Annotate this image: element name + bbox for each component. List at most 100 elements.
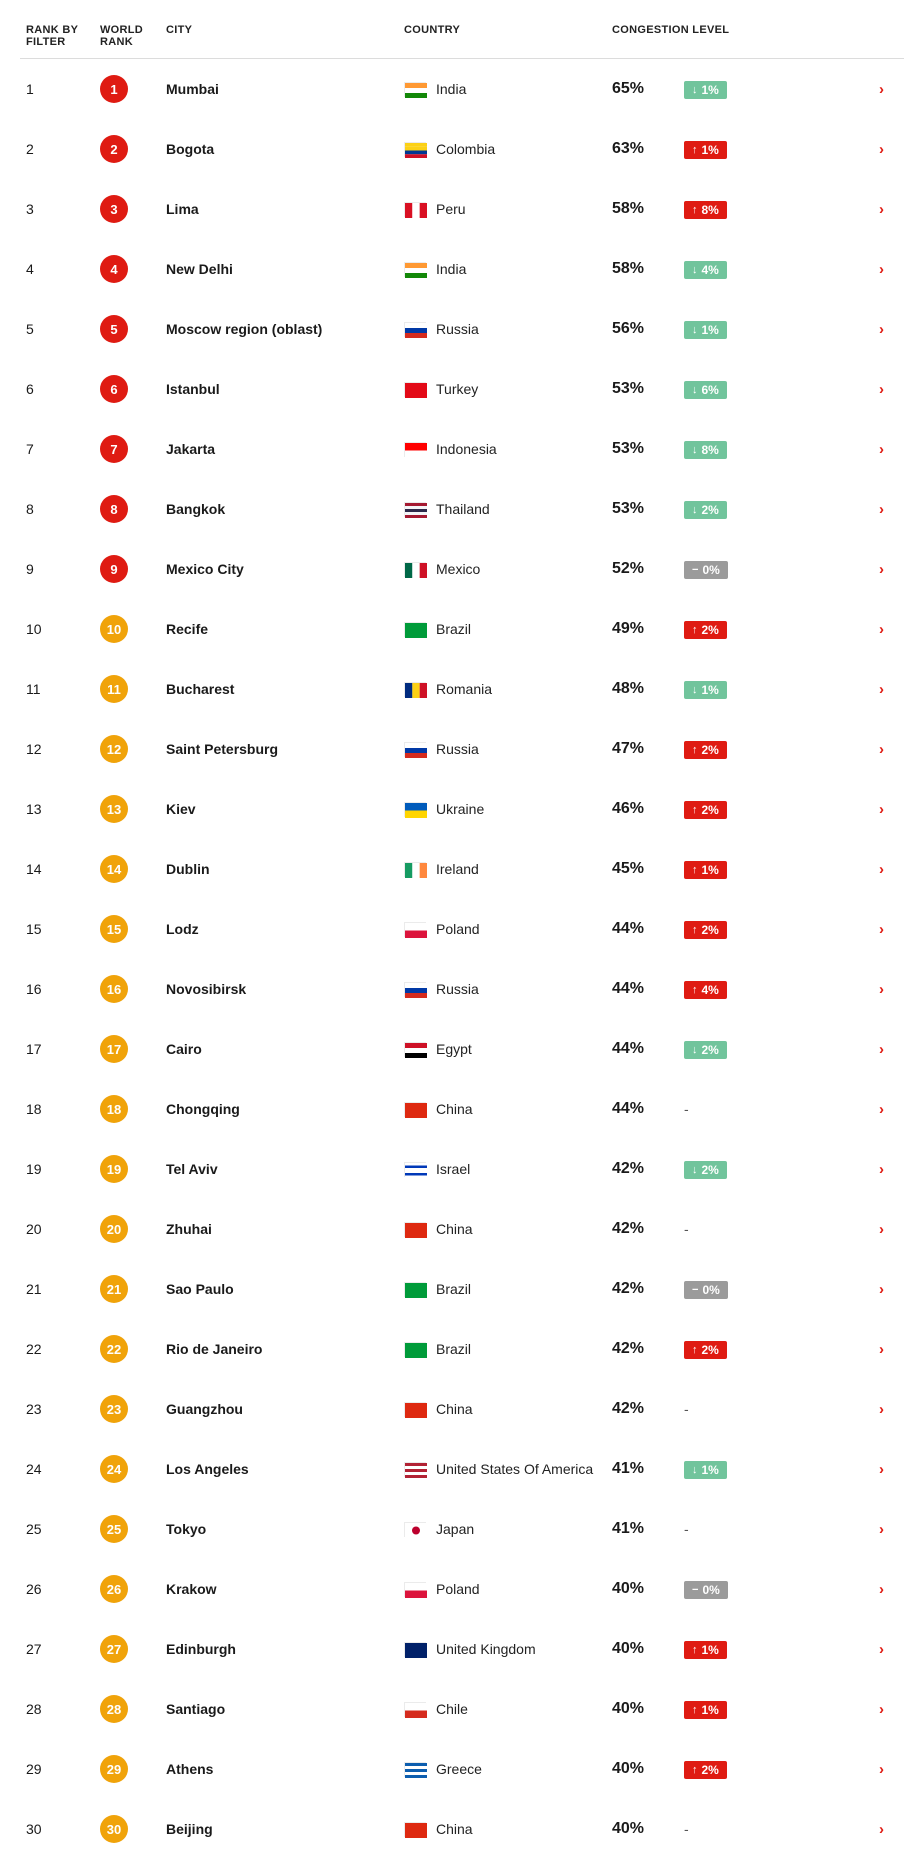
table-row[interactable]: 26 26 Krakow Poland 40% − 0% › xyxy=(20,1559,904,1619)
table-row[interactable]: 27 27 Edinburgh United Kingdom 40% ↑ 1% … xyxy=(20,1619,904,1679)
chevron-right-icon[interactable]: › xyxy=(879,741,884,758)
chevron-right-icon[interactable]: › xyxy=(879,801,884,818)
expand-cell[interactable]: › xyxy=(778,801,904,818)
expand-cell[interactable]: › xyxy=(778,1281,904,1298)
expand-cell[interactable]: › xyxy=(778,1461,904,1478)
table-row[interactable]: 11 11 Bucharest Romania 48% ↓ 1% › xyxy=(20,659,904,719)
expand-cell[interactable]: › xyxy=(778,1341,904,1358)
world-rank-badge: 23 xyxy=(100,1395,128,1423)
table-row[interactable]: 12 12 Saint Petersburg Russia 47% ↑ 2% › xyxy=(20,719,904,779)
expand-cell[interactable]: › xyxy=(778,1521,904,1538)
table-row[interactable]: 18 18 Chongqing China 44% - › xyxy=(20,1079,904,1139)
chevron-right-icon[interactable]: › xyxy=(879,561,884,578)
expand-cell[interactable]: › xyxy=(778,141,904,158)
chevron-right-icon[interactable]: › xyxy=(879,621,884,638)
table-row[interactable]: 13 13 Kiev Ukraine 46% ↑ 2% › xyxy=(20,779,904,839)
table-row[interactable]: 16 16 Novosibirsk Russia 44% ↑ 4% › xyxy=(20,959,904,1019)
chevron-right-icon[interactable]: › xyxy=(879,261,884,278)
table-row[interactable]: 8 8 Bangkok Thailand 53% ↓ 2% › xyxy=(20,479,904,539)
chevron-right-icon[interactable]: › xyxy=(879,501,884,518)
chevron-right-icon[interactable]: › xyxy=(879,1101,884,1118)
chevron-right-icon[interactable]: › xyxy=(879,321,884,338)
expand-cell[interactable]: › xyxy=(778,441,904,458)
table-row[interactable]: 24 24 Los Angeles United States Of Ameri… xyxy=(20,1439,904,1499)
chevron-right-icon[interactable]: › xyxy=(879,381,884,398)
table-row[interactable]: 15 15 Lodz Poland 44% ↑ 2% › xyxy=(20,899,904,959)
table-row[interactable]: 17 17 Cairo Egypt 44% ↓ 2% › xyxy=(20,1019,904,1079)
header-world-rank[interactable]: WORLD RANK xyxy=(100,24,166,48)
chevron-right-icon[interactable]: › xyxy=(879,1461,884,1478)
expand-cell[interactable]: › xyxy=(778,981,904,998)
expand-cell[interactable]: › xyxy=(778,261,904,278)
chevron-right-icon[interactable]: › xyxy=(879,1341,884,1358)
table-row[interactable]: 30 30 Beijing China 40% - › xyxy=(20,1799,904,1859)
chevron-right-icon[interactable]: › xyxy=(879,921,884,938)
chevron-right-icon[interactable]: › xyxy=(879,1041,884,1058)
table-row[interactable]: 4 4 New Delhi India 58% ↓ 4% › xyxy=(20,239,904,299)
table-row[interactable]: 28 28 Santiago Chile 40% ↑ 1% › xyxy=(20,1679,904,1739)
chevron-right-icon[interactable]: › xyxy=(879,1641,884,1658)
expand-cell[interactable]: › xyxy=(778,741,904,758)
header-congestion[interactable]: CONGESTION LEVEL xyxy=(612,24,729,36)
table-row[interactable]: 29 29 Athens Greece 40% ↑ 2% › xyxy=(20,1739,904,1799)
chevron-right-icon[interactable]: › xyxy=(879,1521,884,1538)
expand-cell[interactable]: › xyxy=(778,1101,904,1118)
chevron-right-icon[interactable]: › xyxy=(879,1161,884,1178)
table-row[interactable]: 21 21 Sao Paulo Brazil 42% − 0% › xyxy=(20,1259,904,1319)
chevron-right-icon[interactable]: › xyxy=(879,681,884,698)
expand-cell[interactable]: › xyxy=(778,681,904,698)
expand-cell[interactable]: › xyxy=(778,1581,904,1598)
country-cell: Egypt xyxy=(404,1041,612,1057)
expand-cell[interactable]: › xyxy=(778,1701,904,1718)
table-row[interactable]: 23 23 Guangzhou China 42% - › xyxy=(20,1379,904,1439)
chevron-right-icon[interactable]: › xyxy=(879,1221,884,1238)
table-row[interactable]: 20 20 Zhuhai China 42% - › xyxy=(20,1199,904,1259)
chevron-right-icon[interactable]: › xyxy=(879,1281,884,1298)
expand-cell[interactable]: › xyxy=(778,1401,904,1418)
table-row[interactable]: 7 7 Jakarta Indonesia 53% ↓ 8% › xyxy=(20,419,904,479)
congestion-change: − 0% xyxy=(684,1580,778,1599)
congestion-level: 42% xyxy=(612,1160,684,1178)
header-city[interactable]: CITY xyxy=(166,24,404,36)
expand-cell[interactable]: › xyxy=(778,381,904,398)
table-row[interactable]: 10 10 Recife Brazil 49% ↑ 2% › xyxy=(20,599,904,659)
table-row[interactable]: 25 25 Tokyo Japan 41% - › xyxy=(20,1499,904,1559)
table-row[interactable]: 3 3 Lima Peru 58% ↑ 8% › xyxy=(20,179,904,239)
table-row[interactable]: 1 1 Mumbai India 65% ↓ 1% › xyxy=(20,59,904,119)
expand-cell[interactable]: › xyxy=(778,1761,904,1778)
expand-cell[interactable]: › xyxy=(778,201,904,218)
expand-cell[interactable]: › xyxy=(778,1641,904,1658)
expand-cell[interactable]: › xyxy=(778,561,904,578)
table-row[interactable]: 9 9 Mexico City Mexico 52% − 0% › xyxy=(20,539,904,599)
table-row[interactable]: 22 22 Rio de Janeiro Brazil 42% ↑ 2% › xyxy=(20,1319,904,1379)
expand-cell[interactable]: › xyxy=(778,1221,904,1238)
expand-cell[interactable]: › xyxy=(778,1821,904,1838)
table-row[interactable]: 5 5 Moscow region (oblast) Russia 56% ↓ … xyxy=(20,299,904,359)
chevron-right-icon[interactable]: › xyxy=(879,441,884,458)
expand-cell[interactable]: › xyxy=(778,321,904,338)
chevron-right-icon[interactable]: › xyxy=(879,201,884,218)
expand-cell[interactable]: › xyxy=(778,501,904,518)
table-row[interactable]: 19 19 Tel Aviv Israel 42% ↓ 2% › xyxy=(20,1139,904,1199)
expand-cell[interactable]: › xyxy=(778,621,904,638)
chevron-right-icon[interactable]: › xyxy=(879,981,884,998)
chevron-right-icon[interactable]: › xyxy=(879,1581,884,1598)
expand-cell[interactable]: › xyxy=(778,921,904,938)
expand-cell[interactable]: › xyxy=(778,861,904,878)
expand-cell[interactable]: › xyxy=(778,81,904,98)
table-row[interactable]: 14 14 Dublin Ireland 45% ↑ 1% › xyxy=(20,839,904,899)
expand-cell[interactable]: › xyxy=(778,1161,904,1178)
chevron-right-icon[interactable]: › xyxy=(879,81,884,98)
header-country[interactable]: COUNTRY xyxy=(404,24,612,36)
chevron-right-icon[interactable]: › xyxy=(879,861,884,878)
chevron-right-icon[interactable]: › xyxy=(879,1761,884,1778)
chevron-right-icon[interactable]: › xyxy=(879,141,884,158)
chevron-right-icon[interactable]: › xyxy=(879,1401,884,1418)
header-rank-by-filter[interactable]: RANK BY FILTER xyxy=(20,24,100,48)
table-row[interactable]: 2 2 Bogota Colombia 63% ↑ 1% › xyxy=(20,119,904,179)
chevron-right-icon[interactable]: › xyxy=(879,1821,884,1838)
chevron-right-icon[interactable]: › xyxy=(879,1701,884,1718)
congestion-change: - xyxy=(684,1521,778,1537)
expand-cell[interactable]: › xyxy=(778,1041,904,1058)
table-row[interactable]: 6 6 Istanbul Turkey 53% ↓ 6% › xyxy=(20,359,904,419)
